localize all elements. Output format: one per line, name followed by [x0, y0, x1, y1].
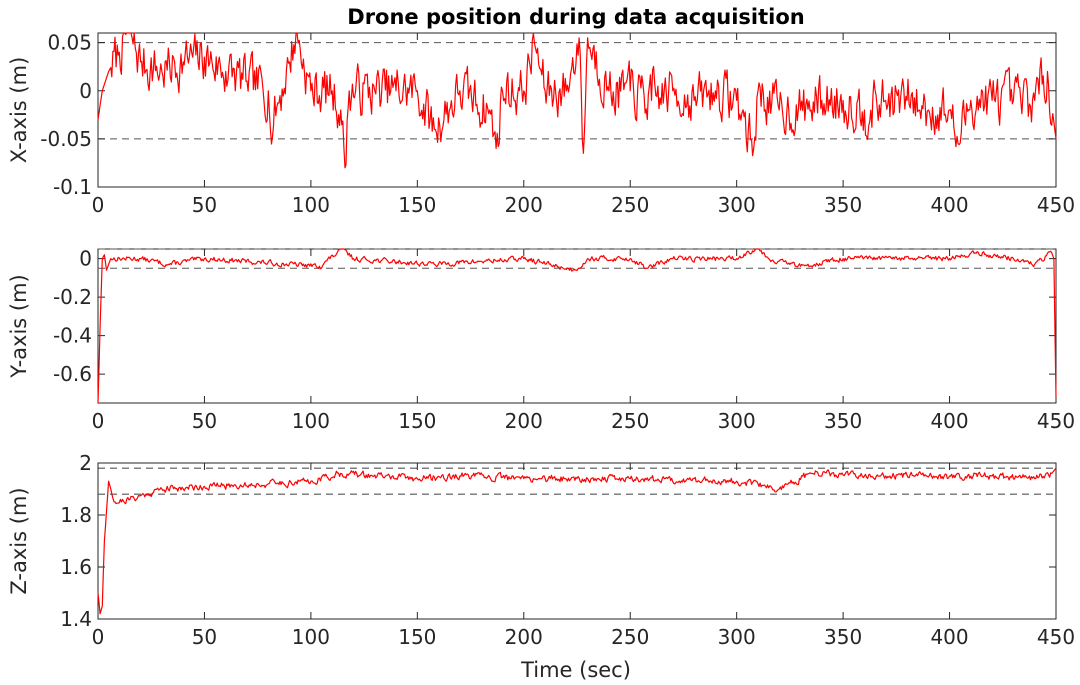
y-tick-label-y-1: -0.4: [53, 324, 92, 348]
y-tick-label-y-2: -0.2: [53, 285, 92, 309]
x-tick-label-y-0: 0: [92, 409, 105, 433]
x-tick-label-z-150: 150: [398, 625, 436, 649]
x-tick-label-y-150: 150: [398, 409, 436, 433]
x-tick-label-x-150: 150: [398, 193, 436, 217]
x-tick-label-z-200: 200: [505, 625, 543, 649]
x-tick-label-y-400: 400: [930, 409, 968, 433]
x-tick-label-z-0: 0: [92, 625, 105, 649]
subplot-x: 0 50 100 150 200 250 300 350 400 450 -0.1 -0.05 0 0.0…: [7, 31, 1075, 217]
axes-box-y: [97, 248, 1057, 404]
x-tick-label-z-400: 400: [930, 625, 968, 649]
y-axis-label-z: Z-axis (m): [7, 487, 31, 594]
y-tick-label-x-3: 0.05: [47, 31, 92, 55]
series-line-y: [97, 248, 1057, 404]
subplots: 0 50 100 150 200 250 300 350 400 450-0.1-0.0500.0…: [7, 31, 1075, 649]
x-tick-label-y-300: 300: [718, 409, 756, 433]
x-tick-label-y-200: 200: [505, 409, 543, 433]
chart-title: Drone position during data acquisition: [347, 5, 804, 29]
axes-box-z: [97, 462, 1057, 620]
x-tick-label-x-250: 250: [611, 193, 649, 217]
x-tick-label-z-350: 350: [824, 625, 862, 649]
x-tick-label-z-300: 300: [718, 625, 756, 649]
x-tick-label-x-450: 450: [1037, 193, 1075, 217]
x-tick-label-z-250: 250: [611, 625, 649, 649]
x-tick-label-x-350: 350: [824, 193, 862, 217]
axes-box-x: [97, 32, 1057, 188]
x-tick-label-x-50: 50: [192, 193, 217, 217]
y-tick-label-x-2: 0: [79, 79, 92, 103]
x-tick-label-x-0: 0: [92, 193, 105, 217]
x-tick-label-z-50: 50: [192, 625, 217, 649]
y-tick-label-x-0: -0.1: [53, 175, 92, 199]
y-tick-label-z-1: 1.6: [60, 555, 92, 579]
y-tick-label-y-0: -0.6: [53, 362, 92, 386]
series-line-z: [97, 467, 1057, 615]
y-tick-label-z-3: 2: [79, 451, 92, 475]
x-tick-label-x-400: 400: [930, 193, 968, 217]
y-tick-label-x-1: -0.05: [40, 127, 92, 151]
x-axis-label: Time (sec): [520, 658, 631, 682]
y-axis-label-y: Y-axis (m): [7, 274, 31, 379]
x-tick-label-z-100: 100: [292, 625, 330, 649]
x-tick-label-y-100: 100: [292, 409, 330, 433]
y-tick-label-z-0: 1.4: [60, 607, 92, 631]
y-tick-label-y-3: 0: [79, 247, 92, 271]
series-line-x: [97, 32, 1057, 169]
subplot-y: 0 50 100 150 200 250 300 350 400 450 -0.6 -0.4 -0.2 0…: [7, 247, 1075, 433]
y-axis-label-x: X-axis (m): [7, 57, 31, 164]
x-tick-label-y-50: 50: [192, 409, 217, 433]
x-tick-label-z-450: 450: [1037, 625, 1075, 649]
x-tick-label-x-100: 100: [292, 193, 330, 217]
x-tick-label-y-450: 450: [1037, 409, 1075, 433]
x-tick-label-x-200: 200: [505, 193, 543, 217]
x-tick-label-x-300: 300: [718, 193, 756, 217]
x-tick-label-y-350: 350: [824, 409, 862, 433]
subplot-z: 0 50 100 150 200 250 300 350 400 450 1.4 1.6 1.8 2 Z-a…: [7, 451, 1075, 649]
y-tick-label-z-2: 1.8: [60, 503, 92, 527]
x-tick-label-y-250: 250: [611, 409, 649, 433]
